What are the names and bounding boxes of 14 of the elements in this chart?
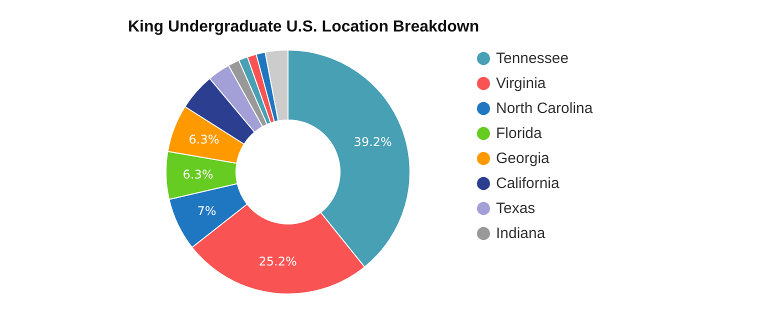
data-label: 25.2% (258, 254, 297, 268)
data-label: 6.3% (188, 132, 220, 147)
legend-label: Tennessee (496, 50, 569, 67)
legend-label: Georgia (496, 150, 550, 167)
legend-label: Virginia (496, 75, 546, 92)
legend-label: North Carolina (496, 100, 594, 117)
data-label: 39.2% (354, 135, 392, 150)
data-label: 6.3% (182, 168, 214, 182)
legend-label: California (496, 175, 560, 192)
data-label: 7% (197, 204, 216, 218)
legend-label: Texas (496, 200, 536, 217)
legend-label: Indiana (496, 225, 546, 242)
chart-title: King Undergraduate U.S. Location Breakdown (128, 18, 480, 36)
legend-label: Florida (496, 125, 543, 142)
